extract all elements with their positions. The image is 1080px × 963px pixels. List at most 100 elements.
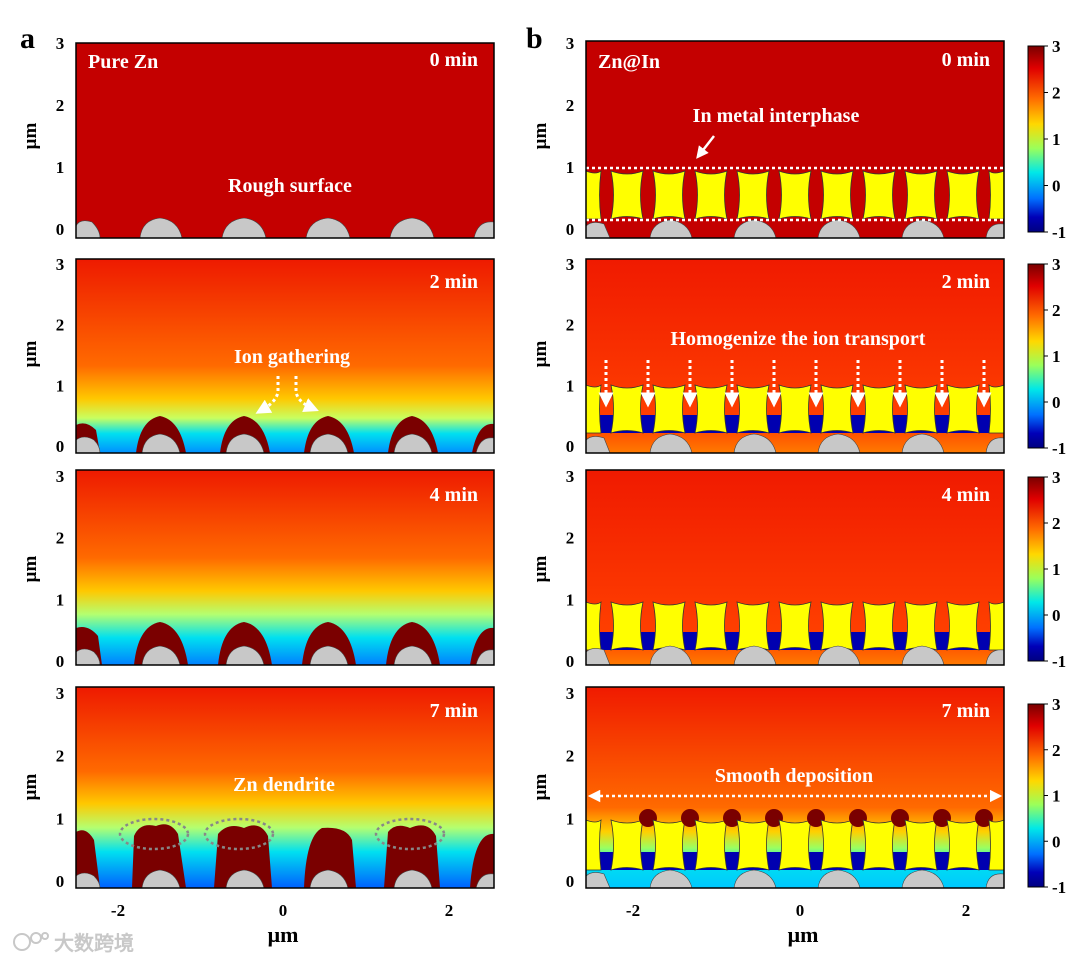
zn-dendrite-label: Zn dendrite (233, 774, 335, 796)
y-axis-label: μm (530, 774, 551, 801)
panel-a-row-1: Pure Zn 0 min Rough surface (75, 42, 495, 239)
colorbar-tick-label: 2 (1052, 84, 1061, 103)
indium-block (904, 170, 938, 220)
rough-surface-label: Rough surface (228, 175, 352, 197)
panel-b-title: Zn@In (598, 51, 660, 73)
x-tick-label: -2 (626, 901, 640, 920)
indium-block (778, 384, 812, 434)
x-tick-label: -2 (111, 901, 125, 920)
time-label-b2: 2 min (942, 271, 990, 293)
colorbar-tick-label: 3 (1052, 255, 1061, 274)
indium-block (862, 819, 896, 871)
zn-cap (765, 809, 783, 827)
colorbar-tick-label: 3 (1052, 695, 1061, 714)
time-label-b3: 4 min (942, 484, 990, 506)
y-tick-label: 3 (56, 684, 65, 703)
colorbar-tick-label: 0 (1052, 393, 1061, 412)
y-tick-label: 0 (56, 652, 65, 671)
zn-deposit (76, 416, 494, 453)
indium-block-edge (988, 819, 1005, 871)
indium-block (694, 601, 728, 651)
y-tick-label: 3 (566, 255, 575, 274)
y-axis-label: μm (20, 341, 41, 368)
x-axis-label-a: μm (268, 922, 299, 947)
y-axis-label: μm (20, 774, 41, 801)
indium-block-edge (988, 601, 1005, 651)
y-tick-label: 2 (566, 96, 575, 115)
y-tick-label: 2 (566, 747, 575, 766)
y-tick-label: 3 (566, 684, 575, 703)
y-tick-label: 0 (56, 220, 65, 239)
indium-block-edge (585, 384, 602, 434)
indium-block (946, 170, 980, 220)
substrate-bumps (585, 869, 1005, 889)
x-tick-label: 0 (279, 901, 288, 920)
x-tick-label: 2 (445, 901, 454, 920)
time-label-b4: 7 min (942, 700, 990, 722)
time-label-a4: 7 min (430, 700, 478, 722)
colorbar-tick-label: 1 (1052, 130, 1061, 149)
indium-block (610, 170, 644, 220)
indium-block (904, 819, 938, 871)
x-tick-label: 2 (962, 901, 971, 920)
indium-block (946, 819, 980, 871)
indium-block (778, 170, 812, 220)
substrate-bumps (75, 433, 495, 454)
indium-block-edge (585, 601, 602, 651)
zn-cap (933, 809, 951, 827)
panel-b-row-2: 2 min Homogenize the ion transport (585, 258, 1005, 454)
indium-blocks (585, 384, 1005, 434)
x-tick-label: 0 (796, 901, 805, 920)
watermark: 大数跨境 (54, 931, 134, 955)
y-tick-label: 2 (56, 96, 65, 115)
indium-block (736, 384, 770, 434)
y-tick-label: 0 (566, 872, 575, 891)
indium-block (652, 170, 686, 220)
y-tick-label: 3 (56, 255, 65, 274)
indium-block (862, 601, 896, 651)
y-tick-label: 0 (566, 652, 575, 671)
indium-block-edge (585, 819, 602, 871)
indium-block (652, 384, 686, 434)
zn-cap (807, 809, 825, 827)
y-tick-label: 3 (566, 467, 575, 486)
y-tick-label: 3 (56, 467, 65, 486)
panel-b-row-1: Zn@In 0 min In metal interphase (585, 40, 1005, 239)
y-tick-label: 3 (566, 34, 575, 53)
colorbar-tick-label: -1 (1052, 223, 1066, 242)
y-axis-label: μm (20, 123, 41, 150)
indium-block (610, 819, 644, 871)
indium-block (862, 384, 896, 434)
indium-block (652, 819, 686, 871)
time-label-a3: 4 min (430, 484, 478, 506)
indium-block (736, 819, 770, 871)
substrate-bumps (75, 645, 495, 666)
y-tick-label: 1 (56, 590, 65, 609)
y-tick-label: 0 (566, 220, 575, 239)
indium-block-edge (988, 170, 1005, 220)
colorbar-tick-label: 0 (1052, 832, 1061, 851)
indium-block (610, 601, 644, 651)
y-tick-label: 1 (56, 809, 65, 828)
colorbar (1027, 476, 1045, 662)
ion-flux-arrows (598, 360, 992, 408)
indium-block (820, 170, 854, 220)
indium-block (946, 384, 980, 434)
panel-a-row-2: 2 min Ion gathering (75, 258, 495, 454)
substrate-bumps (75, 217, 495, 239)
colorbar-tick-label: 3 (1052, 37, 1061, 56)
colorbar (1027, 263, 1045, 449)
y-tick-label: 2 (56, 529, 65, 548)
colorbar-tick-label: 0 (1052, 606, 1061, 625)
arrow-right (294, 376, 319, 412)
colorbar-tick-label: 1 (1052, 787, 1061, 806)
arrow-left (255, 376, 280, 414)
y-tick-label: 2 (56, 316, 65, 335)
time-label-a2: 2 min (430, 271, 478, 293)
y-axis-label: μm (20, 556, 41, 583)
y-tick-label: 2 (56, 747, 65, 766)
panel-a-title: Pure Zn (88, 51, 158, 73)
panel-a-row-4: 7 min Zn dendrite (75, 686, 495, 889)
panel-a-label: a (20, 22, 35, 55)
y-tick-label: 0 (566, 437, 575, 456)
